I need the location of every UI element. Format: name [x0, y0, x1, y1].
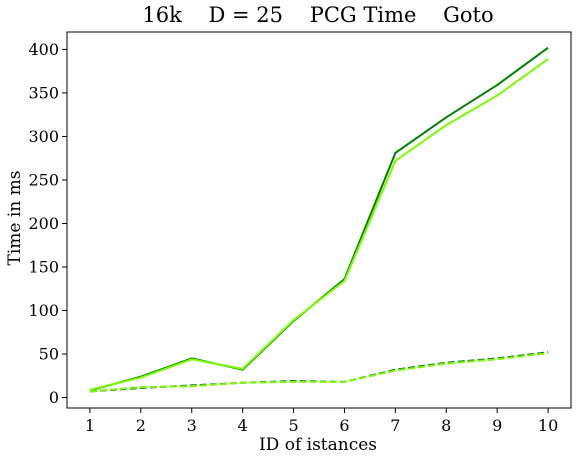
x-tick-label: 7 [390, 416, 400, 435]
x-tick-label: 3 [187, 416, 197, 435]
x-axis-label: ID of istances [259, 435, 377, 455]
y-tick-label: 200 [28, 214, 59, 233]
y-tick-label: 300 [28, 127, 59, 146]
x-tick-label: 10 [538, 416, 558, 435]
x-axis: 1 2 3 4 5 6 7 8 9 10 [85, 408, 558, 435]
x-tick-label: 5 [288, 416, 298, 435]
plot-frame [66, 31, 572, 409]
x-tick-label: 4 [238, 416, 248, 435]
y-tick-label: 250 [28, 170, 59, 189]
y-tick-label: 100 [28, 301, 59, 320]
chart-title: 16k D = 25 PCG Time Goto [142, 3, 493, 27]
y-axis: 0 50 100 150 200 250 300 350 400 [28, 40, 67, 407]
plot-lines [89, 46, 549, 393]
y-tick-label: 350 [28, 83, 59, 102]
x-tick-label: 2 [136, 416, 146, 435]
y-tick-label: 50 [39, 345, 59, 364]
x-tick-label: 1 [85, 416, 95, 435]
y-tick-label: 150 [28, 258, 59, 277]
y-axis-label: Time in ms [5, 171, 25, 266]
series-line-1-solid [89, 46, 549, 392]
y-tick-label: 400 [28, 40, 59, 59]
x-tick-label: 6 [339, 416, 349, 435]
series-line-4-dashed [89, 352, 549, 393]
series-line-2-solid [89, 58, 549, 391]
x-tick-label: 8 [441, 416, 451, 435]
y-tick-label: 0 [49, 388, 59, 407]
x-tick-label: 9 [492, 416, 502, 435]
